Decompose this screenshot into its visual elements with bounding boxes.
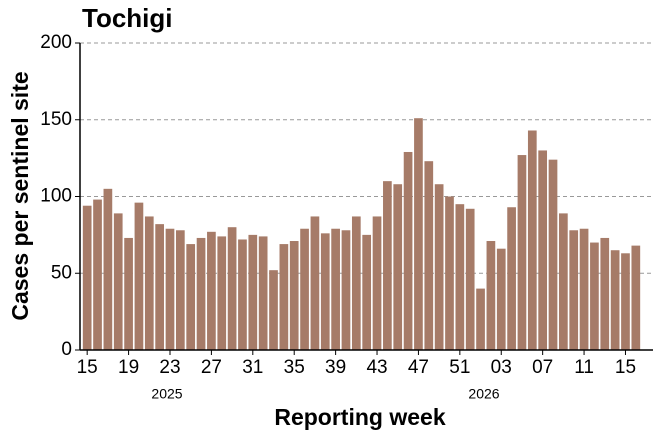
bar — [134, 202, 144, 350]
bar — [403, 151, 413, 350]
bar — [186, 244, 196, 350]
bar — [569, 230, 579, 350]
bar — [124, 237, 133, 350]
chart-title: Tochigi — [82, 3, 173, 33]
bar — [507, 207, 516, 350]
bar — [476, 288, 485, 350]
bar — [175, 230, 185, 350]
x-tick-label: 35 — [284, 357, 305, 378]
year-label: 2025 — [151, 386, 182, 402]
bar — [289, 241, 299, 350]
x-tick-label: 23 — [159, 357, 180, 378]
bar — [610, 250, 620, 350]
x-tick-label: 07 — [532, 357, 553, 378]
x-tick-label: 19 — [118, 357, 139, 378]
bar — [600, 237, 610, 350]
bar — [548, 159, 558, 350]
bar — [465, 208, 475, 350]
bar — [165, 228, 175, 350]
y-tick-label: 150 — [40, 109, 72, 130]
bar — [269, 270, 278, 350]
y-tick-label: 0 — [61, 339, 72, 360]
bar — [300, 228, 309, 350]
bar — [383, 181, 392, 350]
bar — [496, 248, 506, 350]
bar — [144, 216, 154, 350]
bar — [434, 184, 444, 350]
bar — [155, 224, 164, 350]
year-label: 2026 — [468, 386, 499, 402]
bar — [455, 204, 465, 350]
x-tick-label: 15 — [77, 357, 98, 378]
bar — [362, 234, 372, 350]
x-tick-label: 43 — [366, 357, 387, 378]
bar — [310, 216, 320, 350]
bar — [372, 216, 382, 350]
bar — [207, 231, 216, 350]
x-axis-label: Reporting week — [274, 404, 445, 430]
bar — [538, 150, 548, 350]
x-tick-label: 15 — [615, 357, 636, 378]
bar — [279, 244, 289, 350]
bar — [517, 155, 527, 350]
bar — [103, 188, 113, 350]
bar — [590, 242, 599, 350]
y-axis-label: Cases per sentinel site — [7, 71, 33, 320]
bar — [424, 161, 434, 350]
x-tick-label: 47 — [408, 357, 429, 378]
bar — [227, 227, 237, 350]
y-tick-label: 50 — [51, 262, 72, 283]
y-tick-label: 200 — [40, 32, 72, 53]
bar — [351, 216, 361, 350]
x-tick-label: 51 — [449, 357, 470, 378]
bar — [341, 230, 351, 350]
bar — [621, 253, 630, 350]
bar — [82, 205, 92, 350]
bar — [579, 228, 589, 350]
bar — [248, 234, 258, 350]
bar — [113, 213, 123, 350]
bar — [393, 184, 403, 350]
bar — [331, 228, 340, 350]
x-tick-label: 11 — [574, 357, 594, 378]
bar — [559, 213, 568, 350]
bar — [238, 239, 247, 350]
bar — [445, 196, 454, 350]
bar — [486, 241, 496, 350]
y-tick-label: 100 — [40, 186, 72, 207]
bar — [258, 236, 268, 350]
bar — [631, 245, 641, 350]
bar — [93, 199, 102, 350]
x-tick-label: 31 — [242, 357, 263, 378]
x-tick-label: 27 — [201, 357, 222, 378]
bar — [217, 236, 227, 350]
x-tick-label: 39 — [325, 357, 346, 378]
bar — [320, 233, 330, 350]
bar — [527, 130, 537, 350]
bar — [196, 237, 206, 350]
x-tick-label: 03 — [491, 357, 512, 378]
bar — [414, 118, 423, 350]
